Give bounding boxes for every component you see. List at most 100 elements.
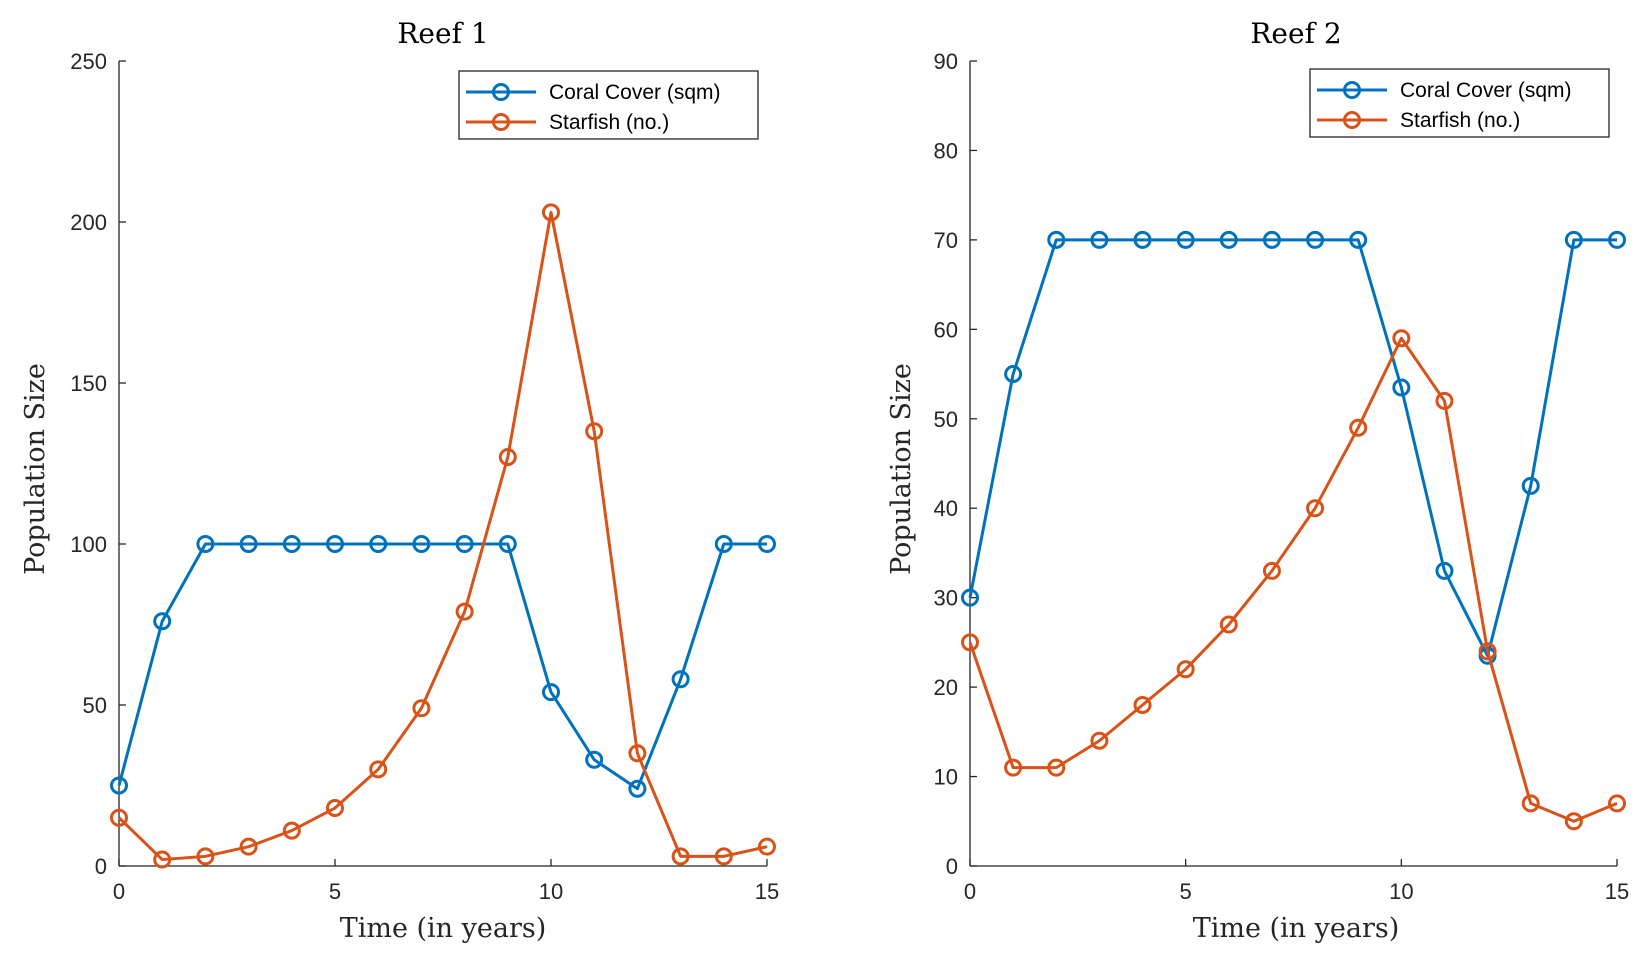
data-point: [412, 699, 431, 718]
data-point: [961, 588, 979, 607]
legend-label-starfish: Starfish (no.): [1400, 109, 1520, 132]
legend-marker-coral: [1343, 81, 1361, 99]
legend-entry-starfish: Starfish (no.): [1317, 109, 1520, 132]
data-point: [1176, 660, 1195, 679]
data-point: [714, 535, 733, 553]
data-point: [326, 535, 344, 553]
plot-area: 0 10 20 30 40 50 60 70 80 90 0 5 10 15: [934, 49, 1630, 904]
data-point: [1608, 794, 1626, 813]
data-point: [1306, 499, 1325, 518]
series-line: [117, 542, 767, 791]
legend-label-coral: Coral Cover (sqm): [549, 81, 721, 104]
data-point: [1521, 794, 1540, 813]
data-point: [239, 535, 258, 553]
data-point: [1176, 230, 1195, 249]
data-point: [1478, 642, 1497, 661]
data-point: [110, 776, 128, 795]
y-tick-label: 70: [934, 228, 958, 253]
legend-marker-starfish: [1343, 111, 1361, 129]
x-axis-label: Time (in years): [340, 913, 547, 944]
data-point: [1262, 230, 1281, 249]
legend-entry-starfish: Starfish (no.): [466, 111, 669, 134]
data-point: [758, 837, 776, 856]
x-tick-label: 5: [329, 879, 341, 904]
series-line: [968, 336, 1618, 823]
data-point: [1004, 758, 1023, 777]
y-tick-label: 40: [934, 496, 958, 521]
legend-marker-starfish: [492, 113, 510, 131]
data-point: [1608, 230, 1626, 249]
chart-reef-2: Reef 2 Time (in years) Population Size 0…: [886, 17, 1629, 944]
chart-title: Reef 2: [1250, 17, 1341, 50]
x-axis-label: Time (in years): [1193, 913, 1400, 944]
legend: Coral Cover (sqm) Starfish (no.): [458, 70, 759, 140]
data-point: [110, 808, 128, 827]
data-point: [1262, 561, 1281, 580]
data-point: [1392, 329, 1411, 348]
legend-entry-coral: Coral Cover (sqm): [1317, 79, 1572, 102]
data-point: [455, 535, 474, 553]
data-point: [628, 744, 647, 763]
x-tick-label: 0: [113, 879, 125, 904]
y-tick-label: 20: [934, 675, 958, 700]
plot-area: 0 50 100 150 200 250 0 5 10 15: [70, 49, 779, 904]
series-line: [117, 210, 768, 862]
y-tick-label: 0: [95, 854, 107, 879]
chart-title: Reef 1: [397, 17, 488, 50]
legend-label-starfish: Starfish (no.): [549, 111, 669, 134]
x-tick-label: 15: [755, 879, 779, 904]
data-point: [412, 535, 431, 553]
data-point: [455, 602, 474, 621]
data-point: [1133, 696, 1152, 714]
data-point: [1133, 230, 1152, 249]
data-point: [1349, 418, 1368, 437]
y-tick-label: 200: [70, 210, 107, 235]
y-tick-label: 0: [946, 854, 958, 879]
legend-marker-coral: [492, 83, 510, 101]
x-tick-label: 15: [1605, 879, 1629, 904]
data-point: [1435, 561, 1454, 580]
y-tick-label: 100: [70, 532, 107, 557]
y-tick-label: 80: [934, 138, 958, 163]
data-point: [1047, 758, 1066, 777]
data-point: [1435, 391, 1454, 410]
data-point: [1219, 230, 1238, 249]
data-point: [585, 422, 604, 441]
data-point: [1521, 476, 1540, 495]
series-starfish: [110, 203, 776, 869]
y-tick-label: 10: [934, 765, 958, 790]
data-point: [196, 847, 215, 866]
y-tick-label: 50: [934, 407, 958, 432]
data-point: [671, 670, 690, 689]
y-tick-label: 250: [70, 49, 107, 74]
y-axis-label: Population Size: [886, 363, 917, 575]
data-point: [671, 847, 690, 866]
data-point: [1306, 230, 1325, 249]
data-point: [282, 535, 301, 553]
data-point: [498, 448, 517, 467]
data-point: [369, 535, 388, 553]
y-axis-label: Population Size: [20, 363, 51, 575]
x-tick-label: 10: [1389, 879, 1413, 904]
legend-label-coral: Coral Cover (sqm): [1400, 79, 1572, 102]
series-line: [968, 238, 1617, 658]
data-point: [1564, 812, 1583, 831]
data-point: [239, 837, 258, 856]
series-coral-cover: [961, 230, 1626, 665]
y-tick-label: 90: [934, 49, 958, 74]
y-tick-label: 60: [934, 317, 958, 342]
data-point: [758, 535, 776, 553]
data-point: [1392, 378, 1411, 397]
y-tick-label: 30: [934, 586, 958, 611]
legend-box: [1309, 68, 1610, 138]
y-tick-label: 50: [83, 693, 107, 718]
data-point: [542, 203, 560, 222]
x-tick-label: 0: [964, 879, 976, 904]
data-point: [326, 799, 344, 818]
y-tick-label: 150: [70, 371, 107, 396]
data-point: [369, 760, 388, 779]
data-point: [961, 633, 979, 652]
data-point: [1090, 731, 1109, 750]
